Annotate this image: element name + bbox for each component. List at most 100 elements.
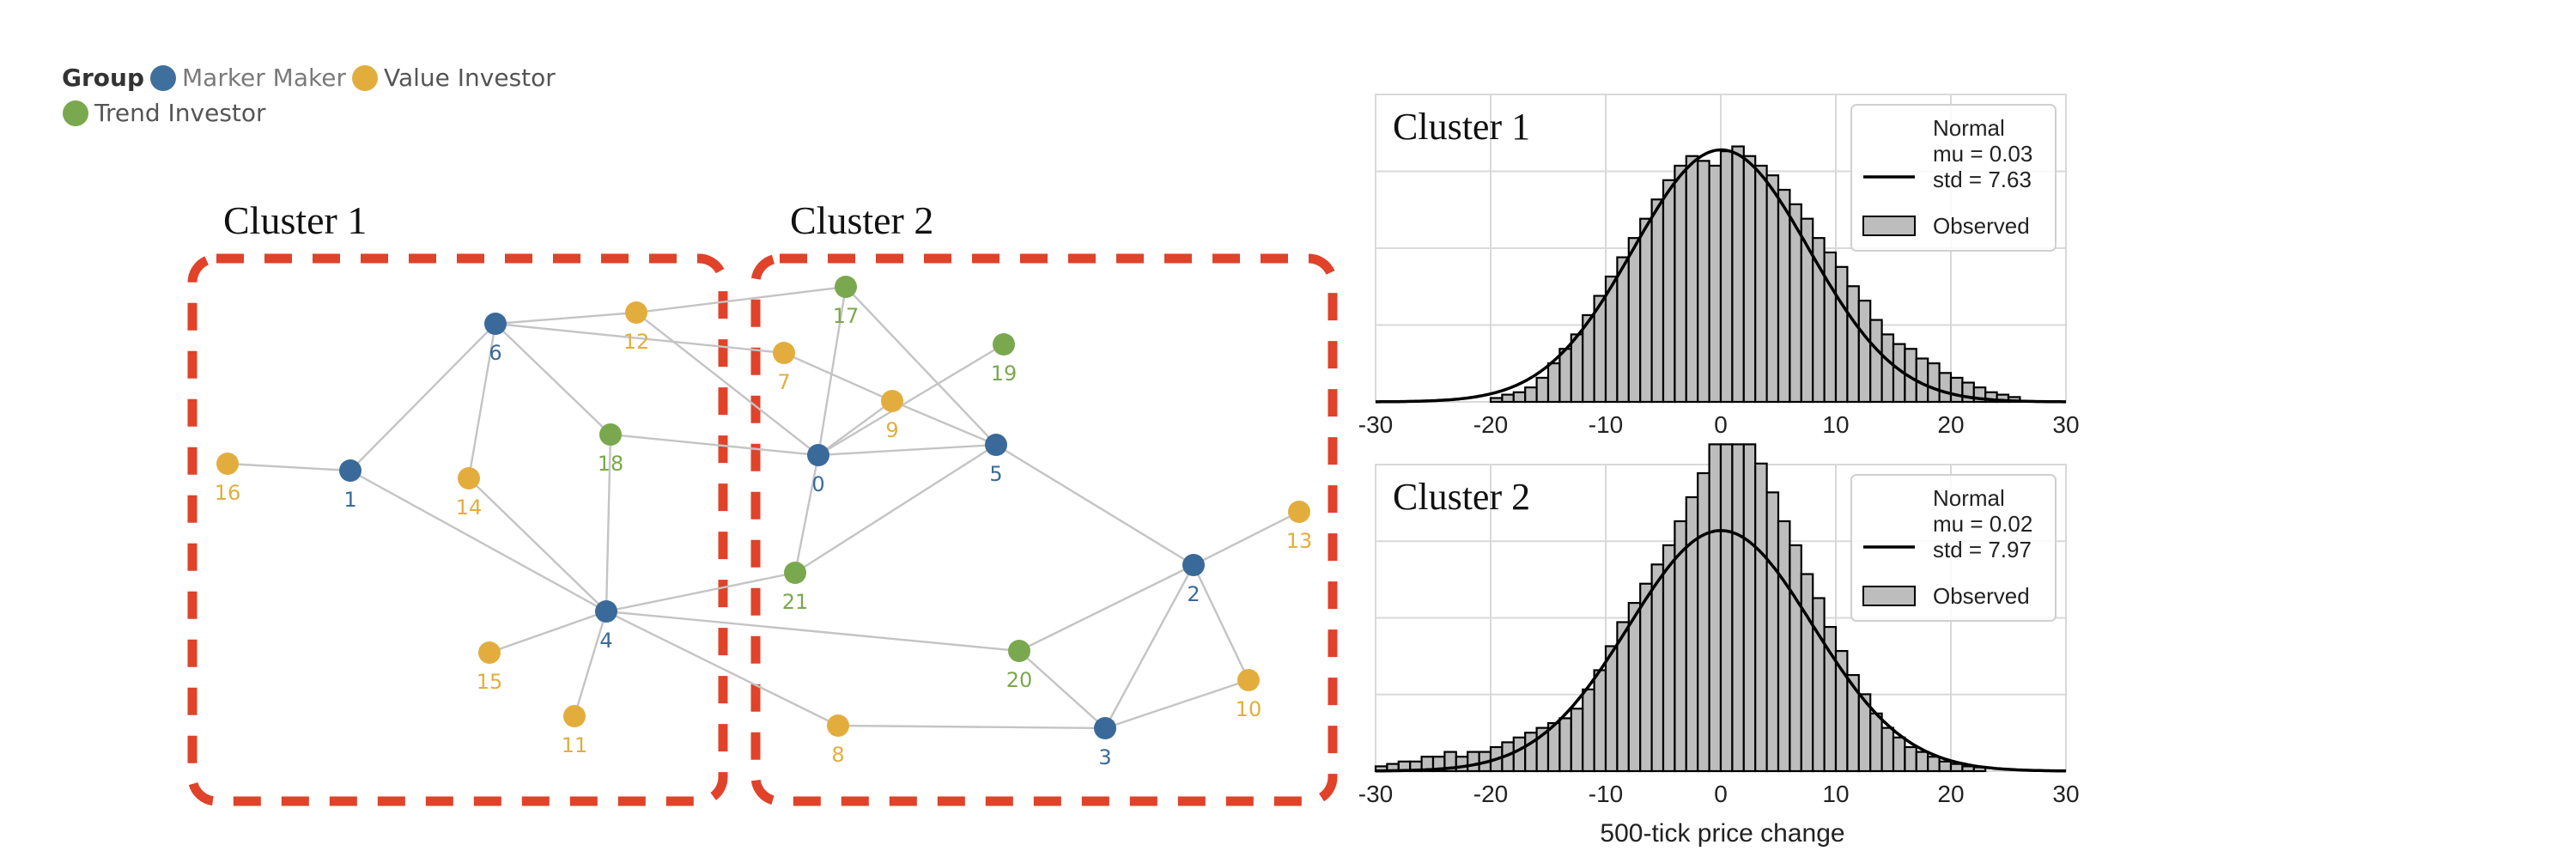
- network-node-8: [827, 714, 849, 737]
- network-node-label: 10: [1236, 697, 1262, 721]
- network-edge: [817, 443, 997, 457]
- histogram-bar: [1616, 621, 1630, 773]
- histogram-bar: [1961, 765, 1975, 773]
- network-edge: [837, 724, 1106, 730]
- histogram-bar: [1685, 155, 1699, 404]
- network-edge: [1103, 564, 1195, 729]
- histogram-bar: [1777, 520, 1791, 773]
- legend: Group Marker Maker Value Investor Trend …: [62, 64, 556, 127]
- cluster-2-box: [750, 253, 1338, 806]
- histogram-legend: [1850, 104, 2057, 252]
- network-edge: [817, 286, 848, 456]
- legend-label-value-investor: Value Investor: [384, 64, 556, 92]
- legend-swatch-marker-maker: [150, 65, 176, 91]
- network-node-19: [993, 333, 1015, 356]
- histogram-bar: [1777, 188, 1791, 404]
- histogram-bar: [1582, 688, 1595, 773]
- network-node-13: [1288, 501, 1310, 523]
- histogram-bar: [1524, 732, 1538, 773]
- network-node-label: 19: [991, 362, 1018, 386]
- network-edge: [495, 323, 611, 435]
- histogram-bar: [1754, 164, 1768, 404]
- histogram-bar: [1467, 751, 1480, 773]
- histogram-bar: [1880, 333, 1895, 404]
- histogram-bar: [1697, 471, 1710, 773]
- histogram-bar: [1789, 544, 1802, 773]
- histogram-bar: [1650, 563, 1665, 773]
- network-edge: [635, 312, 819, 456]
- network-edge: [495, 311, 637, 325]
- network-edge: [349, 323, 496, 471]
- network-edge: [793, 454, 820, 574]
- network-edge: [635, 285, 847, 314]
- network-node-20: [1008, 640, 1030, 662]
- x-tick-label: 20: [1937, 411, 1964, 438]
- histogram-bar: [1616, 256, 1630, 404]
- histogram-bar: [1880, 726, 1895, 773]
- histogram-bar: [1662, 179, 1676, 404]
- network-edge: [349, 469, 607, 613]
- histogram-bar: [1915, 751, 1929, 773]
- network-node-label: 11: [562, 733, 588, 757]
- network-node-21: [784, 562, 806, 584]
- network-edge: [573, 611, 608, 717]
- network-node-label: 2: [1187, 582, 1200, 606]
- histogram-bar: [1593, 669, 1607, 773]
- histogram-bar: [1489, 397, 1504, 404]
- histogram-bar: [1834, 265, 1849, 404]
- histogram-bar: [1719, 443, 1734, 773]
- histogram-bar: [1949, 763, 1964, 773]
- network-node-label: 14: [456, 495, 483, 520]
- x-tick-label: -20: [1473, 411, 1508, 438]
- histogram-bar: [1512, 391, 1527, 404]
- network-node-17: [835, 276, 857, 298]
- legend-bar-swatch: [1862, 216, 1916, 236]
- network-node-1: [339, 459, 361, 482]
- network-edge: [605, 434, 612, 612]
- x-tick-label: -30: [1358, 411, 1393, 438]
- network-node-9: [881, 390, 903, 412]
- histogram-bar: [1765, 491, 1780, 773]
- histogram-bar: [1627, 602, 1642, 773]
- network-node-10: [1237, 669, 1260, 691]
- histogram-bar: [1455, 756, 1469, 773]
- histogram-bar: [1731, 443, 1745, 773]
- network-edge: [605, 610, 839, 727]
- legend-bar-swatch: [1862, 586, 1916, 606]
- histogram-cluster-2: -30 -20 -10 0 10 20 30 Cluster 2 Normal mu = 0.02…: [1358, 443, 2080, 807]
- network-node-11: [563, 705, 586, 727]
- legend-title: Group: [62, 64, 144, 92]
- histogram-bar: [1662, 544, 1676, 773]
- network-edge: [845, 286, 997, 446]
- network-node-5: [985, 434, 1007, 456]
- histogram-bar: [1731, 145, 1745, 404]
- legend-label-trend-investor: Trend Investor: [94, 99, 266, 127]
- network-node-label: 0: [811, 472, 824, 496]
- normal-curve: [1376, 148, 2066, 404]
- network-edge: [605, 571, 796, 613]
- network-edge: [783, 351, 893, 403]
- network-node-label: 13: [1286, 529, 1313, 553]
- network-node-label: 3: [1098, 745, 1111, 769]
- x-tick-label: 30: [2052, 411, 2079, 438]
- cluster-2-title: Cluster 2: [790, 198, 933, 242]
- histogram-bar: [1949, 376, 1964, 404]
- histogram-bar: [1558, 717, 1572, 773]
- network-edge: [1018, 650, 1106, 729]
- network-node-14: [458, 467, 480, 489]
- x-tick-label: 0: [1714, 781, 1728, 807]
- histogram-bar: [1501, 393, 1515, 404]
- histogram-bar: [1938, 760, 1953, 773]
- network-edge: [495, 322, 785, 355]
- histogram-bar: [1846, 285, 1860, 404]
- network-edge: [891, 399, 997, 447]
- histogram-bar: [1697, 160, 1710, 404]
- histogram-bar: [1604, 645, 1619, 773]
- x-tick-label: 20: [1937, 781, 1964, 807]
- network-node-12: [625, 301, 647, 324]
- network-node-label: 20: [1006, 668, 1033, 692]
- histogram-bar: [1639, 582, 1653, 773]
- legend-bar-label: Observed: [1933, 213, 2030, 239]
